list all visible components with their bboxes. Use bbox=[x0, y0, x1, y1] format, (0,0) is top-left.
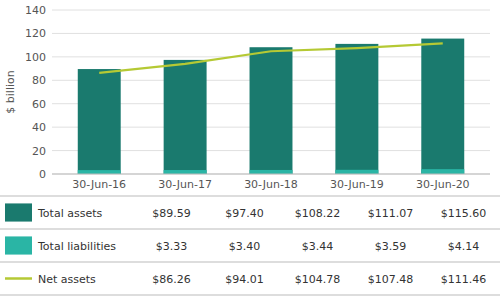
bar bbox=[335, 44, 378, 174]
table-value: $89.59 bbox=[152, 207, 191, 220]
grid-line bbox=[52, 33, 490, 34]
table-value: $115.60 bbox=[441, 207, 487, 220]
y-tick-label: 120 bbox=[25, 27, 46, 40]
y-tick-label: 0 bbox=[39, 168, 46, 181]
y-axis-label: $ billion bbox=[4, 70, 17, 113]
legend-swatch bbox=[5, 203, 32, 221]
x-tick-label: 30-Jun-19 bbox=[330, 178, 384, 191]
table-value: $4.14 bbox=[448, 240, 480, 253]
table-value: $97.40 bbox=[225, 207, 264, 220]
table-value: $3.59 bbox=[375, 240, 407, 253]
table-value: $104.78 bbox=[295, 273, 341, 286]
table-value: $3.33 bbox=[156, 240, 188, 253]
x-tick-label: 30-Jun-17 bbox=[158, 178, 212, 191]
table-value: $94.01 bbox=[225, 273, 264, 286]
table-value: $111.07 bbox=[368, 207, 414, 220]
table-value: $108.22 bbox=[295, 207, 341, 220]
y-tick-label: 60 bbox=[32, 98, 46, 111]
legend-swatch bbox=[5, 236, 32, 254]
bar bbox=[335, 170, 378, 174]
grid-line bbox=[52, 174, 490, 175]
y-tick-label: 40 bbox=[32, 121, 46, 134]
bar bbox=[421, 39, 464, 174]
plot-area bbox=[78, 39, 464, 174]
legend-label: Total assets bbox=[37, 207, 102, 220]
table-rule bbox=[0, 196, 500, 197]
x-axis-line bbox=[52, 174, 490, 175]
legend-swatch bbox=[5, 277, 32, 280]
y-tick-label: 20 bbox=[32, 145, 46, 158]
bar bbox=[421, 169, 464, 174]
x-tick-label: 30-Jun-20 bbox=[416, 178, 470, 191]
bar bbox=[250, 170, 293, 174]
table-rule bbox=[0, 229, 500, 230]
bar bbox=[78, 69, 121, 174]
table-value: $111.46 bbox=[441, 273, 487, 286]
table-value: $86.26 bbox=[152, 273, 191, 286]
table-rule bbox=[0, 262, 500, 263]
bar bbox=[78, 170, 121, 174]
table-rule bbox=[0, 295, 500, 296]
line bbox=[99, 43, 443, 73]
x-tick-label: 30-Jun-16 bbox=[72, 178, 126, 191]
legend-label: Net assets bbox=[38, 273, 96, 286]
bar bbox=[164, 60, 207, 174]
chart: 0 20 40 60 80 100 120 140 $ billion 30-Jun-16 30-J… bbox=[0, 0, 500, 299]
y-tick-label: 80 bbox=[32, 74, 46, 87]
bar bbox=[250, 47, 293, 174]
legend-label: Total liabilities bbox=[37, 240, 116, 253]
table-value: $3.40 bbox=[229, 240, 261, 253]
table-value: $3.44 bbox=[302, 240, 334, 253]
bar bbox=[164, 170, 207, 174]
y-tick-label: 140 bbox=[25, 4, 46, 17]
grid-line bbox=[52, 10, 490, 11]
y-tick-label: 100 bbox=[25, 51, 46, 64]
table-value: $107.48 bbox=[368, 273, 414, 286]
x-tick-label: 30-Jun-18 bbox=[244, 178, 298, 191]
